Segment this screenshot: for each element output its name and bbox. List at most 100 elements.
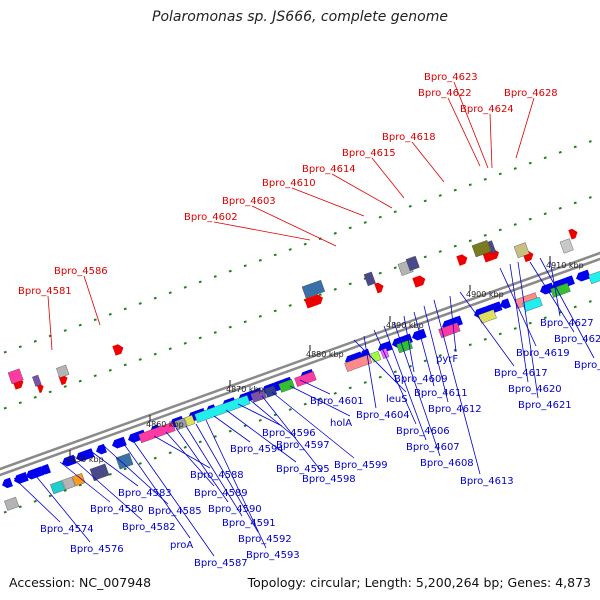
bottom-leader-line xyxy=(393,321,441,457)
gene-block xyxy=(184,414,196,427)
accession-text: Accession: NC_007948 xyxy=(9,575,152,590)
bottom-leader-line xyxy=(529,261,575,333)
bottom-leader-line xyxy=(195,423,259,533)
guide-dot xyxy=(63,385,67,388)
guide-dot xyxy=(138,358,142,361)
bottom-gene-label: Bpro_4591 xyxy=(222,518,276,529)
guide-dot xyxy=(273,413,277,417)
forward-gene-block xyxy=(471,240,492,258)
gene-block xyxy=(174,417,188,431)
reverse-gene-arrow xyxy=(2,477,13,489)
guide-dot xyxy=(378,215,382,219)
scale-label: 4900 kbp xyxy=(466,290,504,299)
reverse-gene-arrow xyxy=(40,463,51,475)
bottom-gene-label: Bpro_4608 xyxy=(420,458,474,469)
top-gene-label: Bpro_4581 xyxy=(18,286,72,297)
guide-dot xyxy=(363,221,367,224)
bottom-leader-line xyxy=(459,291,515,367)
gene-block xyxy=(550,282,571,298)
guide-dot xyxy=(543,212,547,216)
guide-dot xyxy=(468,239,472,243)
bottom-leader-line xyxy=(433,299,481,475)
bottom-leader-line xyxy=(185,425,243,517)
scale-label: 4880 kbp xyxy=(306,350,344,359)
bottom-gene-label: Bpro_4598 xyxy=(302,474,356,485)
guide-dot xyxy=(558,150,562,154)
guide-dot xyxy=(438,354,442,357)
guide-dot xyxy=(48,494,52,498)
guide-dot xyxy=(153,296,157,300)
forward-gene-block xyxy=(487,240,496,254)
top-gene-label: Bpro_4603 xyxy=(222,196,276,207)
gene-block xyxy=(138,421,176,444)
guide-dot xyxy=(588,196,592,199)
top-leader-line xyxy=(47,295,53,351)
forward-gene-block xyxy=(7,368,24,385)
guide-dot xyxy=(228,325,232,329)
gene-features xyxy=(2,228,600,511)
bottom-leader-line xyxy=(271,391,355,459)
guide-dot xyxy=(108,312,112,316)
bottom-gene-label: Bpro_4627 xyxy=(540,318,594,329)
bottom-leader-line xyxy=(517,261,539,399)
bottom-gene-label: leuS xyxy=(386,394,408,405)
guide-dot xyxy=(393,370,397,374)
top-gene-label: Bpro_4623 xyxy=(424,72,478,83)
guide-dot xyxy=(78,323,82,327)
bottom-leader-line xyxy=(35,475,91,543)
guide-dot xyxy=(378,271,382,275)
guide-dot xyxy=(498,172,502,176)
bottom-gene-label: pyrF xyxy=(436,354,458,365)
top-leader-line xyxy=(515,97,535,159)
forward-gene-arrow xyxy=(112,344,124,356)
reverse-gene-arrow xyxy=(26,466,45,480)
guide-dot xyxy=(123,467,127,471)
bottom-leader-line xyxy=(261,395,323,473)
forward-gene-arrow xyxy=(456,254,468,266)
guide-dot xyxy=(423,359,427,363)
guide-dot xyxy=(48,390,52,394)
guide-dot xyxy=(453,188,457,192)
guide-dot xyxy=(393,210,397,214)
forward-gene-block xyxy=(301,279,326,299)
bottom-gene-label: Bpro_4595 xyxy=(276,464,330,475)
guide-dot xyxy=(213,275,217,278)
guide-dot xyxy=(228,429,232,433)
bottom-gene-label: Bpro_4612 xyxy=(428,404,482,415)
bottom-gene-label: Bpro_4592 xyxy=(238,534,292,545)
guide-dot xyxy=(378,375,382,379)
guide-dot xyxy=(333,287,337,291)
bottom-gene-label: Bpro_4582 xyxy=(122,522,176,533)
guide-dot xyxy=(213,435,217,438)
guide-dot xyxy=(18,345,22,349)
guide-dot xyxy=(498,228,502,232)
guide-dot xyxy=(468,183,472,187)
bottom-gene-label: holA xyxy=(330,418,352,429)
guide-dot xyxy=(288,304,292,307)
bottom-leader-line xyxy=(123,443,191,539)
bottom-leader-line xyxy=(383,325,427,441)
guide-dot xyxy=(93,318,97,322)
guide-dot xyxy=(33,395,37,399)
guide-dot xyxy=(348,226,352,230)
bottom-leader-line xyxy=(103,445,169,505)
reverse-gene-arrow xyxy=(112,436,127,449)
reverse-gene-arrow xyxy=(576,269,591,282)
guide-dot xyxy=(453,244,457,248)
guide-dot xyxy=(423,255,427,259)
gene-block xyxy=(522,296,543,312)
top-gene-label: Bpro_4618 xyxy=(382,132,436,143)
bottom-leader-line xyxy=(299,379,331,395)
guide-dot xyxy=(243,264,247,268)
guide-dot xyxy=(588,300,592,303)
guide-dot xyxy=(108,368,112,372)
bottom-gene-label: proA xyxy=(170,540,193,551)
guide-dot xyxy=(333,231,337,235)
bottom-leader-line xyxy=(363,335,377,409)
bottom-gene-label: Bpro_4606 xyxy=(396,426,450,437)
guide-dot xyxy=(273,253,277,257)
guide-dot xyxy=(573,305,577,309)
guide-dot xyxy=(528,217,532,221)
bottom-gene-label: Bpro_4617 xyxy=(494,368,548,379)
bottom-leader-line xyxy=(71,457,143,521)
